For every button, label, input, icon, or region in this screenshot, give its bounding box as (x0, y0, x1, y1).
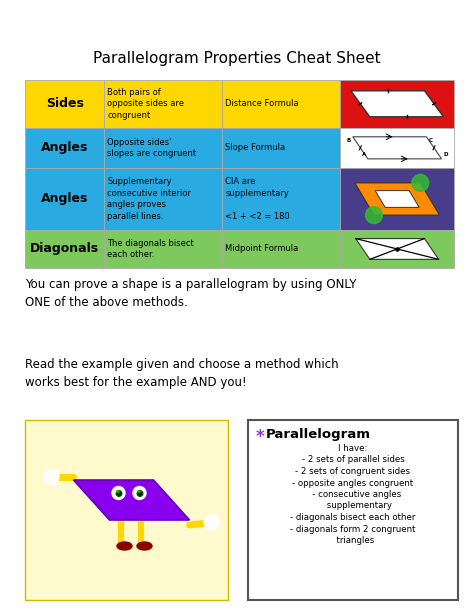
Text: Midpoint Formula: Midpoint Formula (225, 245, 299, 253)
Bar (340, 128, 454, 168)
Text: You can prove a shape is a parallelogram by using ONLY
ONE of the above methods.: You can prove a shape is a parallelogram… (25, 278, 356, 309)
Bar (25, 230, 104, 268)
Polygon shape (356, 238, 438, 259)
Ellipse shape (137, 542, 152, 550)
Bar (25, 128, 104, 168)
Bar (340, 168, 454, 230)
Text: Sides: Sides (46, 97, 83, 110)
Circle shape (44, 470, 59, 484)
Text: Slope Formula: Slope Formula (225, 143, 285, 152)
Text: Supplementary
consecutive interior
angles proves
parallel lines.: Supplementary consecutive interior angle… (108, 177, 191, 221)
Text: Parallelogram Properties Cheat Sheet: Parallelogram Properties Cheat Sheet (93, 51, 381, 66)
Text: - consecutive angles: - consecutive angles (304, 490, 401, 499)
Bar (104, 80, 222, 128)
Bar (248, 420, 458, 600)
Circle shape (116, 490, 122, 497)
Text: I have:: I have: (338, 444, 368, 453)
Bar (222, 128, 340, 168)
Text: triangles: triangles (331, 536, 374, 545)
Text: - opposite angles congruent: - opposite angles congruent (292, 479, 414, 487)
Text: Angles: Angles (41, 192, 88, 205)
Text: supplementary: supplementary (313, 501, 392, 511)
Text: - 2 sets of parallel sides: - 2 sets of parallel sides (301, 455, 404, 465)
Bar (104, 128, 222, 168)
Circle shape (117, 490, 119, 492)
Circle shape (138, 490, 140, 492)
Text: *: * (256, 428, 264, 446)
Bar (340, 80, 454, 128)
Polygon shape (375, 191, 419, 207)
Bar (222, 168, 340, 230)
Polygon shape (353, 137, 441, 159)
Text: Read the example given and choose a method which
works best for the example AND : Read the example given and choose a meth… (25, 358, 338, 389)
Text: CIA are
supplementary

<1 + <2 = 180: CIA are supplementary <1 + <2 = 180 (225, 177, 290, 221)
Bar (104, 168, 222, 230)
Text: - diagonals bisect each other: - diagonals bisect each other (290, 513, 416, 522)
Text: Distance Formula: Distance Formula (225, 99, 299, 109)
Bar (104, 230, 222, 268)
Bar (340, 230, 454, 268)
Circle shape (139, 492, 141, 495)
Text: C: C (428, 139, 432, 143)
Circle shape (118, 492, 120, 495)
Circle shape (204, 514, 219, 530)
Circle shape (112, 487, 125, 500)
Text: - 2 sets of congruent sides: - 2 sets of congruent sides (295, 467, 410, 476)
Bar (222, 80, 340, 128)
Circle shape (365, 207, 383, 224)
Text: Diagonals: Diagonals (30, 243, 99, 256)
Bar (25, 80, 104, 128)
Text: A: A (362, 153, 366, 158)
Text: Both pairs of
opposite sides are
congruent: Both pairs of opposite sides are congrue… (108, 88, 184, 120)
Text: Angles: Angles (41, 142, 88, 154)
Circle shape (137, 490, 143, 497)
Circle shape (133, 487, 146, 500)
Text: Parallelogram: Parallelogram (266, 428, 371, 441)
Text: The diagonals bisect
each other.: The diagonals bisect each other. (108, 238, 194, 259)
Ellipse shape (117, 542, 132, 550)
Bar (25, 168, 104, 230)
Text: B: B (346, 139, 351, 143)
Text: D: D (443, 153, 448, 158)
Text: Opposite sides'
slopes are congruent: Opposite sides' slopes are congruent (108, 137, 197, 158)
Circle shape (412, 175, 429, 191)
Polygon shape (73, 480, 190, 520)
Polygon shape (351, 91, 444, 117)
Bar (222, 230, 340, 268)
Polygon shape (355, 183, 439, 215)
Text: - diagonals form 2 congruent: - diagonals form 2 congruent (290, 525, 416, 533)
Bar (25, 420, 228, 600)
